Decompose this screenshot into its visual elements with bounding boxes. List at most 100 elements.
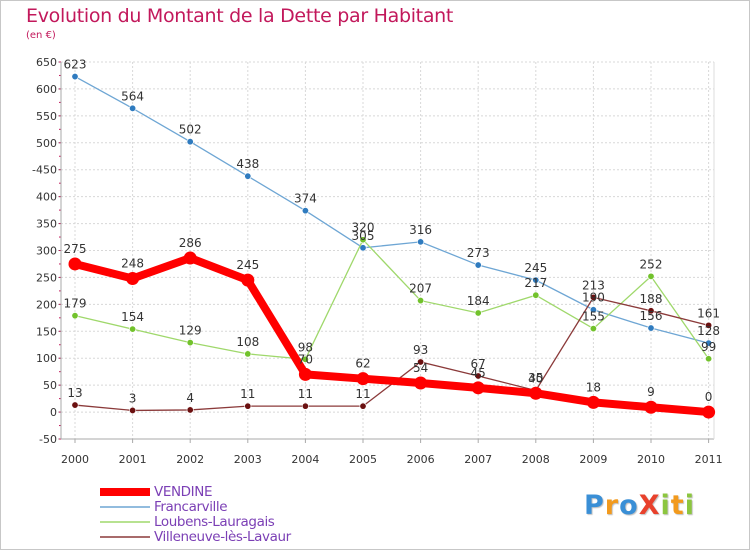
point-villeneuve-les-lavaur (589, 293, 597, 301)
point-loubens-lauragais (474, 309, 482, 317)
point-loubens-lauragais (71, 312, 79, 320)
y-tick-label: 650 (36, 56, 57, 69)
point-loubens-lauragais (417, 297, 425, 305)
logo-letter: o (619, 490, 639, 521)
point-francarville (71, 73, 79, 81)
x-tick-label: 2003 (234, 453, 262, 466)
x-tick-label: 2008 (522, 453, 550, 466)
series-line-francarville (74, 75, 709, 344)
point-villeneuve-les-lavaur (359, 402, 367, 410)
series-line-loubens-lauragais (74, 238, 710, 360)
data-label-francarville: 156 (640, 309, 663, 323)
data-label-loubens-lauragais: 155 (582, 310, 605, 324)
logo-letter: i (660, 490, 671, 521)
point-loubens-lauragais (705, 355, 713, 363)
y-tick-label: 250 (36, 271, 57, 284)
y-tick-label: 550 (36, 110, 57, 123)
data-label-villeneuve-les-lavaur: 93 (413, 343, 428, 357)
data-label-loubens-lauragais: 154 (121, 310, 144, 324)
data-label-loubens-lauragais: 320 (352, 221, 375, 235)
x-tick-label: 2010 (637, 453, 665, 466)
data-label-francarville: 128 (697, 324, 720, 338)
point-loubens-lauragais (129, 325, 137, 333)
data-label-loubens-lauragais: 108 (236, 335, 259, 349)
point-loubens-lauragais (647, 272, 655, 280)
data-label-villeneuve-les-lavaur: 11 (355, 387, 370, 401)
x-tick-label: 2005 (349, 453, 377, 466)
legend-item-vendine: VENDINE (100, 484, 291, 500)
y-tick-label: -450 (32, 164, 57, 177)
point-villeneuve-les-lavaur (244, 402, 252, 410)
x-tick-label: 2000 (61, 453, 89, 466)
data-label-villeneuve-les-lavaur: 11 (298, 387, 313, 401)
point-loubens-lauragais (244, 350, 252, 358)
point-villeneuve-les-lavaur (186, 406, 194, 414)
point-francarville (647, 324, 655, 332)
data-label-vendine: 286 (179, 236, 202, 250)
data-label-villeneuve-les-lavaur: 13 (67, 386, 82, 400)
x-tick-label: 2006 (407, 453, 435, 466)
x-tick-label: 2007 (464, 453, 492, 466)
data-label-loubens-lauragais: 184 (467, 294, 490, 308)
data-label-francarville: 564 (121, 89, 144, 103)
data-label-villeneuve-les-lavaur: 3 (129, 391, 137, 405)
series-line-vendine (71, 254, 713, 417)
point-villeneuve-les-lavaur (417, 358, 425, 366)
point-vendine (471, 381, 485, 395)
data-label-loubens-lauragais: 252 (640, 257, 663, 271)
logo-letter: t (670, 490, 685, 521)
data-label-vendine: 245 (236, 258, 259, 272)
legend-label-francarville: Francarville (154, 498, 228, 515)
data-label-francarville: 502 (179, 123, 202, 137)
data-label-vendine: 0 (705, 390, 713, 404)
data-label-villeneuve-les-lavaur: 4 (186, 391, 194, 405)
point-loubens-lauragais (186, 339, 194, 347)
point-loubens-lauragais (532, 291, 540, 299)
point-loubens-lauragais (359, 236, 367, 244)
x-tick-label: 2001 (119, 453, 147, 466)
chart-title: Evolution du Montant de la Dette par Hab… (26, 5, 454, 27)
legend-swatch-vendine (100, 487, 150, 496)
point-vendine (298, 367, 312, 381)
data-label-villeneuve-les-lavaur: 161 (697, 306, 720, 320)
logo-letter: r (604, 490, 620, 521)
x-tick-label: 2009 (579, 453, 607, 466)
chart-subtitle: (en €) (26, 30, 56, 41)
legend-swatch-francarville (100, 505, 150, 508)
data-label-loubens-lauragais: 98 (298, 340, 313, 354)
point-francarville (186, 138, 194, 146)
data-label-francarville: 273 (467, 246, 490, 260)
y-tick-label: 100 (36, 352, 57, 365)
x-tick-label: 2004 (291, 453, 319, 466)
x-tick-label: 2002 (176, 453, 204, 466)
legend-item-francarville: Francarville (100, 498, 291, 515)
data-label-vendine: 18 (586, 380, 601, 394)
data-label-villeneuve-les-lavaur: 11 (240, 387, 255, 401)
point-vendine (586, 395, 600, 409)
data-label-loubens-lauragais: 129 (179, 324, 202, 338)
logo-letter: X (638, 490, 661, 521)
legend-label-villeneuve-les-lavaur: Villeneuve-lès-Lavaur (154, 528, 291, 545)
y-tick-label: 500 (36, 137, 57, 150)
data-label-loubens-lauragais: 217 (524, 276, 547, 290)
legend-swatch-loubens-lauragais (100, 520, 150, 523)
y-tick-label: 200 (36, 298, 57, 311)
point-francarville (244, 172, 252, 180)
data-label-villeneuve-les-lavaur: 188 (640, 292, 663, 306)
legend-item-loubens-lauragais: Loubens-Lauragais (100, 514, 291, 530)
data-label-loubens-lauragais: 207 (409, 282, 432, 296)
y-tick-label: 50 (43, 379, 57, 392)
point-villeneuve-les-lavaur (474, 372, 482, 380)
point-loubens-lauragais (589, 325, 597, 333)
data-label-loubens-lauragais: 179 (64, 297, 87, 311)
point-francarville (474, 261, 482, 269)
proxiti-logo: ProXiti (584, 490, 695, 521)
legend: VENDINE Francarville Loubens-Lauragais V… (100, 484, 291, 545)
data-label-vendine: 35 (528, 371, 543, 385)
point-vendine (68, 257, 82, 271)
point-vendine (241, 273, 255, 287)
point-villeneuve-les-lavaur (71, 401, 79, 409)
y-tick-label: 150 (36, 325, 57, 338)
y-tick-label: -50 (39, 433, 57, 446)
